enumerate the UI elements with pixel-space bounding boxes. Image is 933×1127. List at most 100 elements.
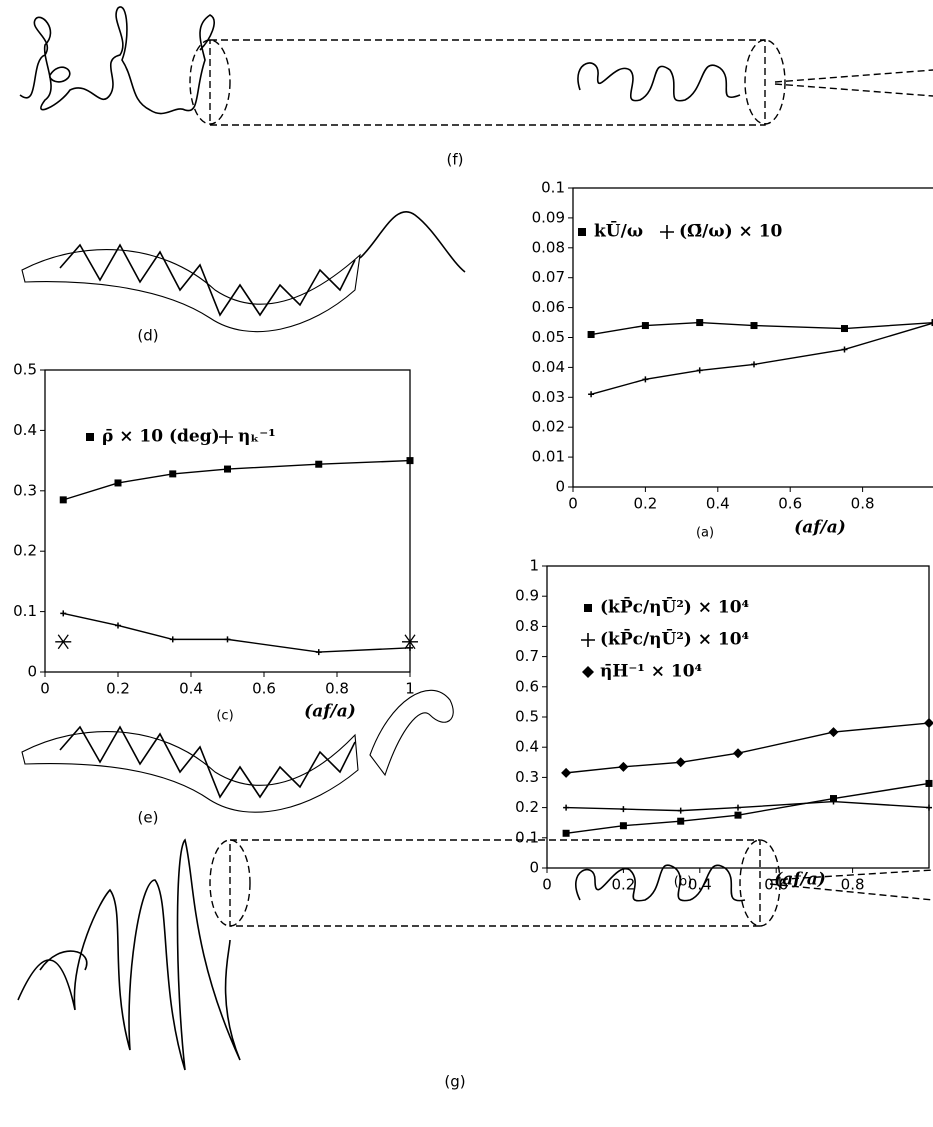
marker bbox=[750, 322, 758, 330]
legend-label: (Ω̄/ω) × 10 bbox=[679, 222, 783, 242]
legend-marker bbox=[86, 433, 94, 441]
drawing-g bbox=[17, 838, 933, 1071]
marker bbox=[562, 829, 570, 837]
marker bbox=[169, 470, 177, 478]
x-tick-label: 0.2 bbox=[106, 680, 130, 698]
series-line bbox=[566, 782, 930, 834]
y-tick-label: 0.2 bbox=[13, 542, 37, 560]
series-line bbox=[566, 800, 930, 812]
marker bbox=[55, 634, 72, 650]
subtitle: (a) bbox=[696, 526, 714, 541]
y-tick-label: 0 bbox=[555, 478, 565, 496]
drawing-f bbox=[19, 6, 933, 126]
y-tick-label: 0.8 bbox=[515, 617, 539, 635]
y-tick-label: 0.08 bbox=[532, 238, 565, 256]
y-tick-label: 0.1 bbox=[515, 828, 539, 846]
marker bbox=[224, 465, 231, 473]
series-line bbox=[63, 459, 411, 501]
y-tick-label: 0.07 bbox=[532, 268, 565, 286]
marker bbox=[315, 460, 323, 468]
x-tick-label: 0 bbox=[568, 495, 578, 513]
marker bbox=[224, 636, 231, 643]
legend-label: (kP̄c/ηŪ²) × 10⁴ bbox=[600, 628, 749, 649]
x-tick-label: 0.4 bbox=[706, 495, 730, 513]
drawing-e bbox=[21, 689, 454, 813]
y-tick-label: 0.5 bbox=[13, 361, 37, 379]
x-tick-label: 0.6 bbox=[252, 680, 276, 698]
marker bbox=[675, 757, 686, 768]
x-tick-label: 0.8 bbox=[841, 876, 865, 894]
marker bbox=[60, 610, 67, 617]
legend-marker bbox=[584, 604, 592, 612]
marker bbox=[841, 346, 848, 353]
legend-marker bbox=[582, 666, 594, 678]
series-line bbox=[63, 612, 411, 653]
x-tick-label: 0.6 bbox=[764, 876, 788, 894]
marker bbox=[59, 496, 67, 504]
y-tick-label: 0.4 bbox=[515, 738, 539, 756]
panel-label: (d) bbox=[137, 327, 158, 345]
y-tick-label: 0.1 bbox=[541, 179, 565, 197]
marker bbox=[618, 761, 629, 772]
y-tick-label: 0.3 bbox=[515, 768, 539, 786]
y-tick-label: 0 bbox=[529, 859, 539, 877]
x-tick-label: 0.6 bbox=[778, 495, 802, 513]
y-tick-label: 0.7 bbox=[515, 647, 539, 665]
y-tick-label: 0.01 bbox=[532, 448, 565, 466]
subtitle: (c) bbox=[216, 709, 233, 724]
legend-label: ηₖ⁻¹ bbox=[238, 427, 276, 447]
marker bbox=[115, 622, 121, 629]
legend-label: kŪ/ω bbox=[594, 221, 643, 242]
marker bbox=[642, 376, 649, 383]
x-axis-label: (af/a) bbox=[794, 518, 846, 538]
marker bbox=[114, 479, 122, 487]
legend-marker bbox=[219, 430, 233, 444]
marker bbox=[587, 331, 595, 339]
drawing-d bbox=[21, 211, 466, 333]
y-tick-label: 0.9 bbox=[515, 587, 539, 605]
marker bbox=[841, 325, 848, 333]
marker bbox=[169, 636, 176, 643]
marker bbox=[407, 644, 413, 651]
x-tick-label: 0.2 bbox=[633, 495, 657, 513]
marker bbox=[696, 319, 704, 327]
marker bbox=[619, 822, 627, 830]
y-tick-label: 0.1 bbox=[13, 602, 37, 620]
legend-label: ρ̄ × 10 (deg) bbox=[102, 427, 220, 447]
x-tick-label: 0 bbox=[40, 680, 50, 698]
marker bbox=[588, 391, 595, 398]
marker bbox=[925, 779, 933, 787]
legend-marker bbox=[660, 225, 674, 239]
y-tick-label: 0.03 bbox=[532, 388, 565, 406]
marker bbox=[926, 804, 932, 811]
x-tick-label: 0.4 bbox=[688, 876, 712, 894]
y-tick-label: 0.09 bbox=[532, 208, 565, 226]
marker bbox=[830, 798, 837, 805]
marker bbox=[734, 811, 742, 819]
y-tick-label: 0.05 bbox=[532, 328, 565, 346]
x-tick-label: 0.4 bbox=[179, 680, 203, 698]
y-tick-label: 0.3 bbox=[13, 481, 37, 499]
x-axis-label: (af/a) bbox=[774, 870, 826, 890]
y-tick-label: 0.06 bbox=[532, 298, 565, 316]
legend-label: (kP̄c/ηŪ²) × 10⁴ bbox=[600, 596, 749, 617]
y-tick-label: 0 bbox=[27, 663, 37, 681]
x-tick-label: 0 bbox=[542, 876, 552, 894]
x-axis-label: (af/a) bbox=[304, 702, 356, 722]
legend-marker bbox=[578, 228, 586, 236]
y-tick-label: 0.2 bbox=[515, 798, 539, 816]
marker bbox=[561, 767, 572, 778]
panel-label: (f) bbox=[447, 151, 464, 169]
series-line bbox=[590, 321, 933, 336]
x-tick-label: 0.8 bbox=[325, 680, 349, 698]
series-line bbox=[566, 722, 930, 774]
marker bbox=[315, 649, 322, 656]
marker bbox=[924, 718, 933, 729]
y-tick-label: 0.4 bbox=[13, 421, 37, 439]
series-line bbox=[590, 322, 933, 395]
marker bbox=[751, 361, 757, 368]
marker bbox=[735, 804, 741, 811]
x-tick-label: 0.8 bbox=[851, 495, 875, 513]
marker bbox=[620, 806, 627, 813]
